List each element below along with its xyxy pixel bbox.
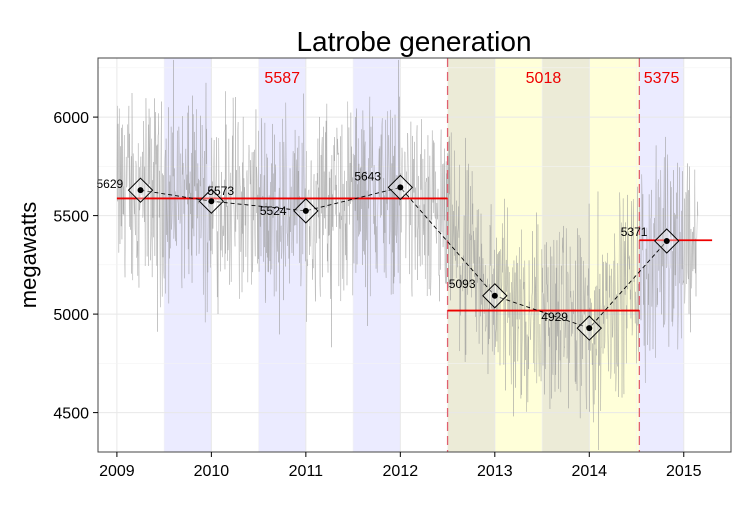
raw-series — [116, 59, 699, 451]
period-value-label: 4929 — [541, 310, 568, 324]
plot-border — [97, 57, 732, 453]
x-tick-label: 2011 — [289, 463, 324, 480]
regime-layer: 5587 5018 5375 — [116, 58, 713, 452]
y-tick-label: 5000 — [53, 307, 89, 324]
regime-mean-label: 5587 — [264, 70, 300, 87]
period-marker-dot — [137, 187, 144, 194]
period-value-label: 5371 — [621, 225, 648, 239]
period-points: 5629 5573 5524 5643 5093 4929 5371 — [97, 169, 680, 341]
x-tick-label: 2015 — [666, 463, 702, 480]
period-value-label: 5573 — [207, 184, 234, 198]
chart-title: Latrobe generation — [296, 26, 531, 57]
period-marker-dot — [397, 184, 404, 191]
period-value-label: 5524 — [260, 204, 287, 218]
period-marker-dot — [491, 292, 498, 299]
period-marker-dot — [663, 238, 670, 245]
x-tick-label: 2014 — [571, 463, 607, 480]
period-value-label: 5093 — [449, 277, 476, 291]
period-marker-dot — [208, 198, 215, 205]
y-tick-label: 4500 — [53, 406, 89, 423]
x-tick-label: 2010 — [194, 463, 230, 480]
axes: 2009 2010 2011 2012 2013 2014 2015 4500 5000 5500… — [53, 57, 732, 480]
period-marker-dot — [586, 325, 593, 332]
x-tick-label: 2009 — [99, 463, 135, 480]
y-tick-label: 6000 — [53, 110, 89, 127]
y-axis-label: megawatts — [16, 202, 41, 308]
period-marker-dot — [302, 207, 309, 214]
x-tick-label: 2013 — [477, 463, 513, 480]
regime-mean-label: 5375 — [644, 70, 680, 87]
period-value-label: 5629 — [97, 177, 124, 191]
y-tick-label: 5500 — [53, 209, 89, 226]
period-value-label: 5643 — [354, 169, 381, 183]
raw-series-line — [116, 59, 699, 451]
regime-mean-label: 5018 — [526, 70, 562, 87]
shaded-band — [258, 58, 306, 452]
x-tick-label: 2012 — [383, 463, 419, 480]
